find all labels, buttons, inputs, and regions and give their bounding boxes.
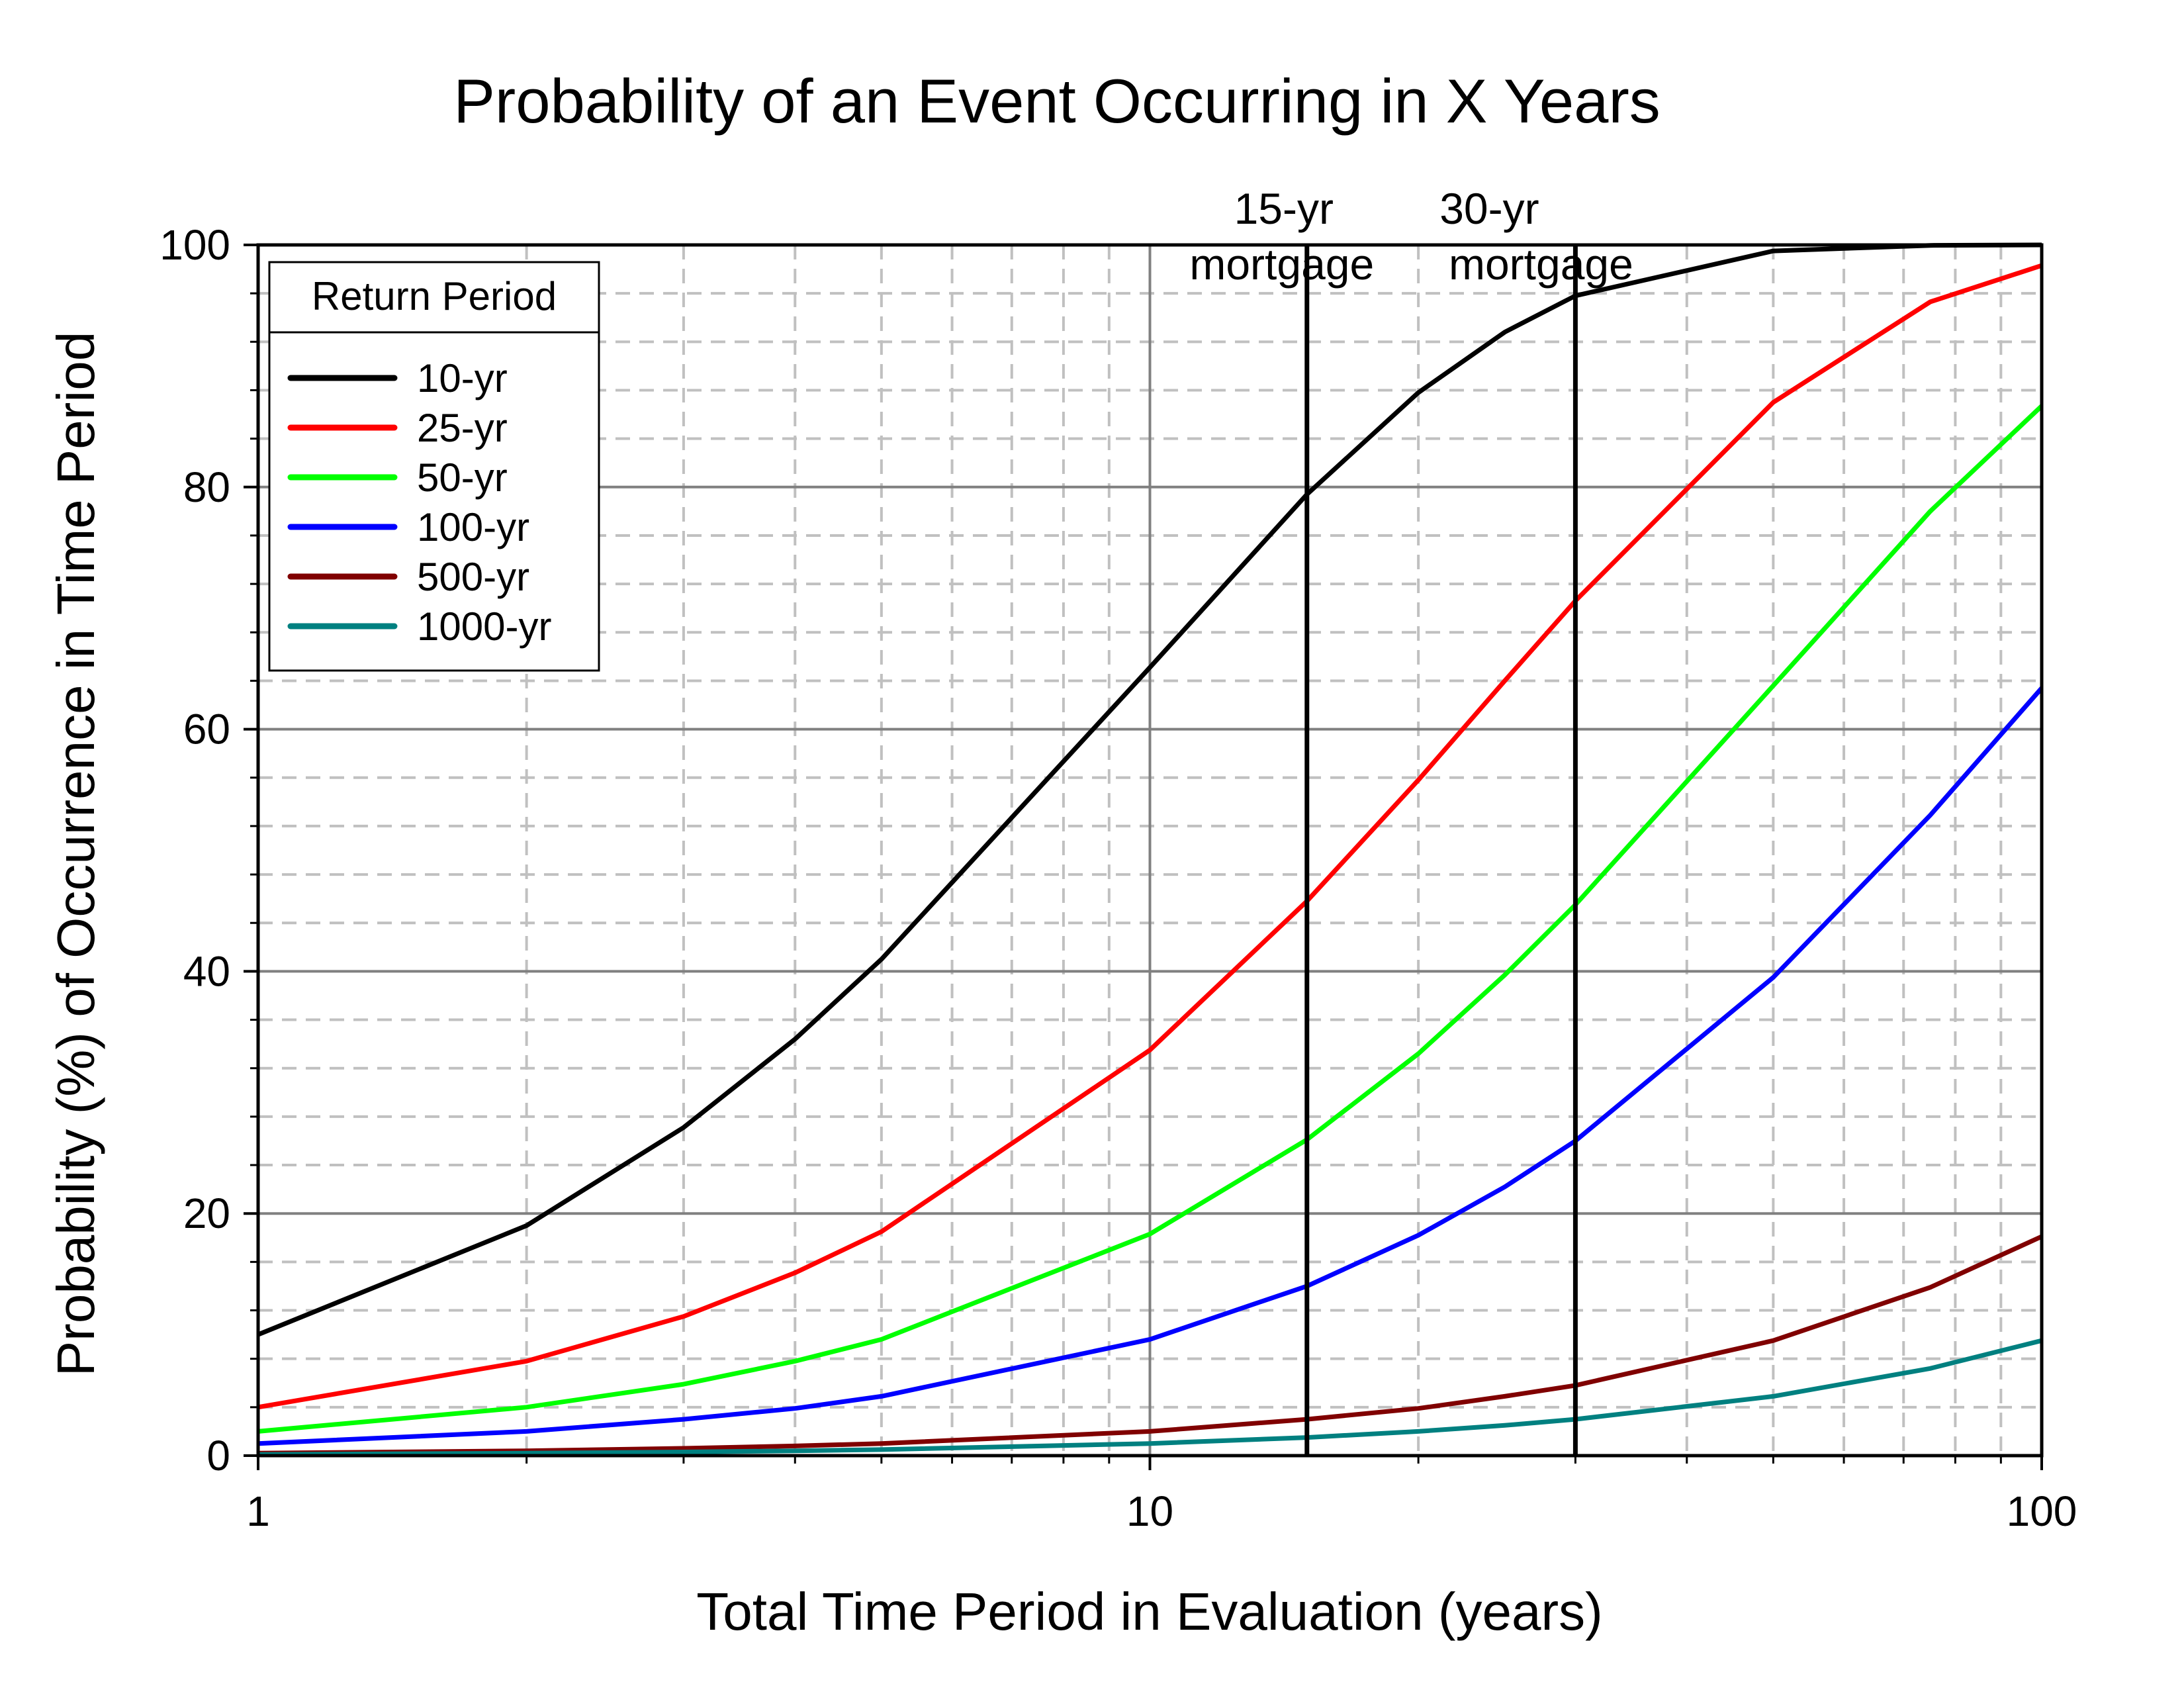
legend: Return Period 10-yr 25-yr 50-yr 100-yr 500-y… — [268, 261, 600, 672]
legend-entry: 500-yr — [417, 555, 529, 599]
chart-title: Probability of an Event Occurring in X Y… — [453, 66, 1661, 136]
annotation-label: mortgage — [1189, 240, 1374, 289]
x-tick-label: 1 — [246, 1487, 270, 1535]
y-tick-label: 80 — [183, 463, 230, 511]
legend-entry: 50-yr — [417, 455, 508, 500]
y-tick-label: 20 — [183, 1190, 230, 1237]
y-axis-label: Probability (%) of Occurrence in Time Pe… — [46, 332, 105, 1376]
annotation-label: 15-yr — [1234, 184, 1334, 233]
y-tick-label: 40 — [183, 947, 230, 995]
annotation-label: mortgage — [1449, 240, 1633, 289]
legend-entry: 100-yr — [417, 505, 529, 549]
y-tick-label: 100 — [159, 221, 230, 269]
annotations: 15-yr mortgage 30-yr mortgage — [1189, 184, 1633, 1456]
x-tick-label: 10 — [1126, 1487, 1173, 1535]
legend-entry: 10-yr — [417, 356, 508, 400]
annotation-label: 30-yr — [1439, 184, 1539, 233]
x-tick-label: 100 — [2007, 1487, 2077, 1535]
legend-entry: 1000-yr — [417, 604, 551, 649]
axis-ticks: 0 20 40 60 80 100 1 10 100 — [159, 221, 2077, 1535]
grid — [258, 245, 2042, 1456]
legend-box — [268, 261, 600, 672]
x-axis-label: Total Time Period in Evaluation (years) — [696, 1582, 1603, 1641]
legend-title: Return Period — [312, 274, 557, 318]
y-tick-label: 0 — [206, 1432, 230, 1479]
legend-entry: 25-yr — [417, 406, 508, 450]
y-tick-label: 60 — [183, 706, 230, 753]
